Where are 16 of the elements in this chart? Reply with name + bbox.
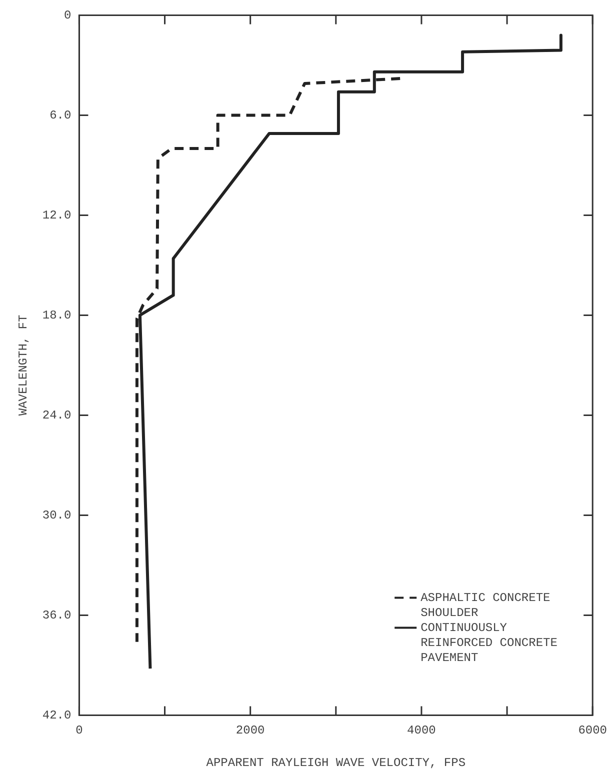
legend-label: CONTINUOUSLY REINFORCED CONCRETE PAVEMENT [420,620,558,665]
y-tick-label: 42.0 [42,708,72,722]
y-tick-label: 36.0 [42,608,72,622]
x-tick-label: 4000 [407,724,436,738]
y-tick-label: 30.0 [42,508,72,522]
y-tick-label: 6.0 [50,108,72,122]
x-tick-label: 2000 [236,724,265,738]
y-tick-label: 18.0 [42,308,72,322]
y-tick-label: 0 [64,8,72,22]
x-axis-title: APPARENT RAYLEIGH WAVE VELOCITY, FPS [206,756,466,770]
y-tick-label: 12.0 [42,208,72,222]
x-tick-label: 0 [76,724,83,738]
x-tick-label: 6000 [578,724,608,738]
y-axis-title: WAVELENGTH, FT [16,314,30,416]
y-tick-label: 24.0 [42,408,72,422]
legend-label: ASPHALTIC CONCRETE SHOULDER [420,590,550,620]
